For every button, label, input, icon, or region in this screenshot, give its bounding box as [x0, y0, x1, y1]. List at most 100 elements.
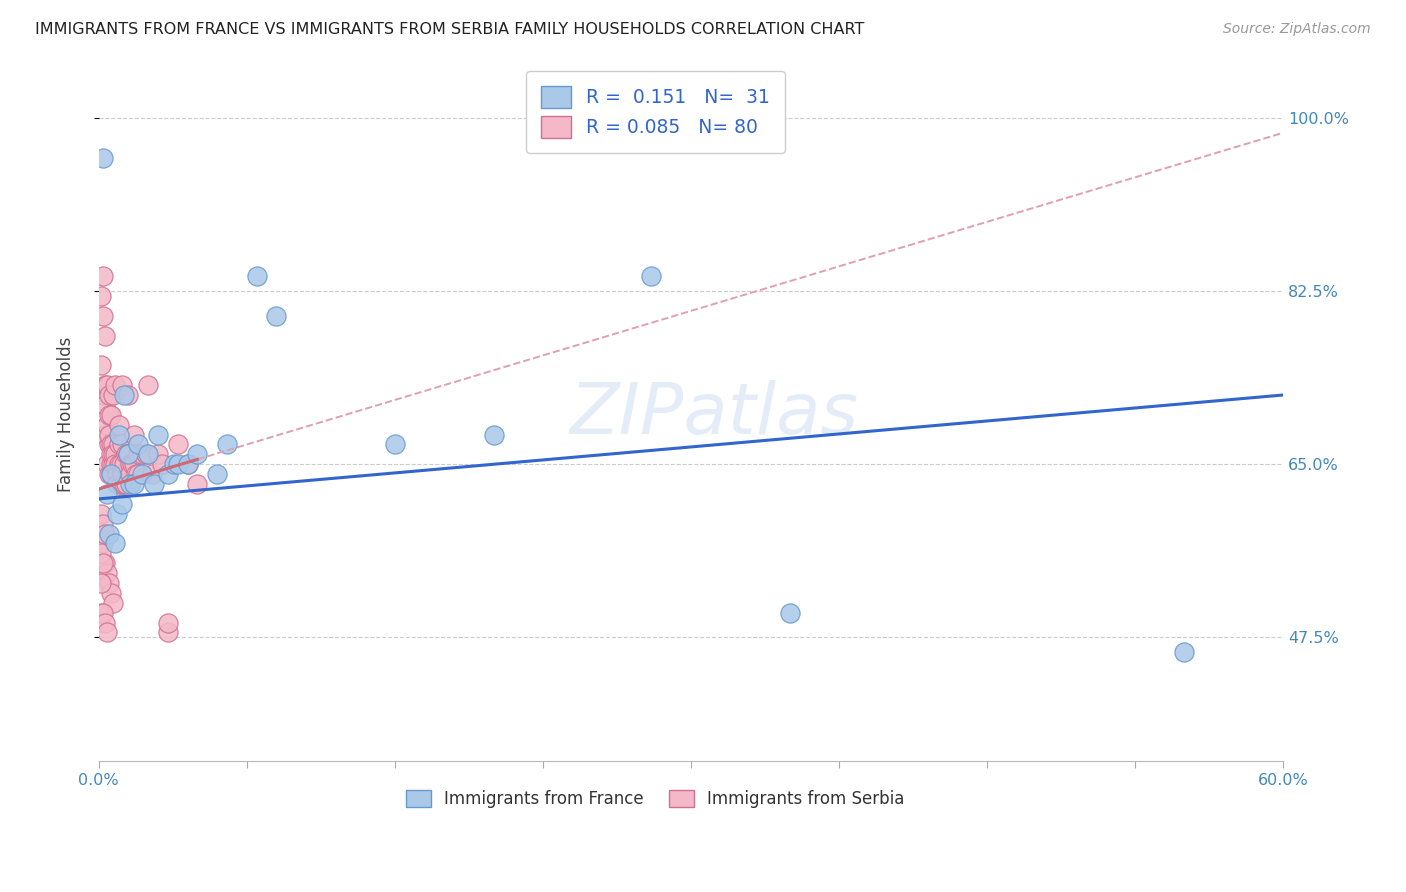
Point: [101, 388, 124, 402]
Point: [163, 457, 186, 471]
Point: [117, 447, 139, 461]
Point: [91, 151, 114, 165]
Point: [97, 576, 120, 591]
Point: [186, 447, 208, 461]
Point: [150, 457, 173, 471]
Point: [120, 457, 142, 471]
Point: [136, 447, 159, 461]
Point: [205, 467, 228, 482]
Point: [91, 309, 114, 323]
Point: [90, 289, 112, 303]
Point: [93, 615, 115, 630]
Point: [100, 586, 122, 600]
Point: [1173, 645, 1195, 659]
Point: [110, 477, 132, 491]
Point: [103, 536, 125, 550]
Point: [90, 359, 112, 373]
Point: [97, 437, 120, 451]
Point: [105, 507, 128, 521]
Point: [135, 447, 157, 461]
Text: ZIPatlas: ZIPatlas: [569, 380, 859, 450]
Point: [97, 388, 120, 402]
Point: [111, 437, 134, 451]
Point: [103, 378, 125, 392]
Point: [127, 447, 149, 461]
Point: [93, 328, 115, 343]
Point: [96, 417, 118, 432]
Point: [156, 615, 179, 630]
Point: [101, 596, 124, 610]
Point: [266, 309, 288, 323]
Point: [93, 427, 115, 442]
Point: [166, 437, 188, 451]
Point: [146, 427, 169, 442]
Point: [100, 467, 122, 482]
Point: [111, 497, 134, 511]
Point: [131, 467, 153, 482]
Point: [176, 457, 198, 471]
Point: [105, 467, 128, 482]
Point: [115, 447, 138, 461]
Point: [143, 477, 166, 491]
Legend: Immigrants from France, Immigrants from Serbia: Immigrants from France, Immigrants from …: [399, 783, 911, 815]
Point: [482, 427, 505, 442]
Point: [96, 625, 118, 640]
Point: [90, 606, 112, 620]
Point: [120, 467, 142, 482]
Point: [97, 408, 120, 422]
Point: [127, 467, 149, 482]
Point: [101, 457, 124, 471]
Point: [124, 457, 146, 471]
Point: [93, 398, 115, 412]
Point: [100, 437, 122, 451]
Point: [246, 269, 269, 284]
Point: [117, 447, 139, 461]
Point: [91, 556, 114, 570]
Point: [101, 437, 124, 451]
Point: [114, 388, 136, 402]
Point: [136, 378, 159, 392]
Point: [384, 437, 406, 451]
Point: [100, 408, 122, 422]
Text: IMMIGRANTS FROM FRANCE VS IMMIGRANTS FROM SERBIA FAMILY HOUSEHOLDS CORRELATION C: IMMIGRANTS FROM FRANCE VS IMMIGRANTS FRO…: [35, 22, 865, 37]
Point: [107, 417, 129, 432]
Point: [117, 388, 139, 402]
Point: [96, 487, 118, 501]
Point: [111, 378, 134, 392]
Point: [93, 526, 115, 541]
Point: [96, 378, 118, 392]
Point: [103, 447, 125, 461]
Point: [100, 457, 122, 471]
Point: [97, 427, 120, 442]
Point: [91, 606, 114, 620]
Point: [103, 457, 125, 471]
Point: [176, 457, 198, 471]
Point: [779, 606, 801, 620]
Text: Source: ZipAtlas.com: Source: ZipAtlas.com: [1223, 22, 1371, 37]
Point: [97, 467, 120, 482]
Point: [156, 467, 179, 482]
Point: [146, 447, 169, 461]
Point: [91, 516, 114, 531]
Point: [101, 447, 124, 461]
Point: [90, 576, 112, 591]
Y-axis label: Family Households: Family Households: [58, 337, 75, 492]
Point: [100, 467, 122, 482]
Point: [105, 477, 128, 491]
Point: [114, 477, 136, 491]
Point: [125, 467, 148, 482]
Point: [121, 457, 143, 471]
Point: [124, 427, 146, 442]
Point: [96, 457, 118, 471]
Point: [124, 477, 146, 491]
Point: [111, 467, 134, 482]
Point: [115, 477, 138, 491]
Point: [91, 388, 114, 402]
Point: [93, 556, 115, 570]
Point: [186, 477, 208, 491]
Point: [107, 437, 129, 451]
Point: [96, 566, 118, 580]
Point: [156, 625, 179, 640]
Point: [90, 507, 112, 521]
Point: [107, 427, 129, 442]
